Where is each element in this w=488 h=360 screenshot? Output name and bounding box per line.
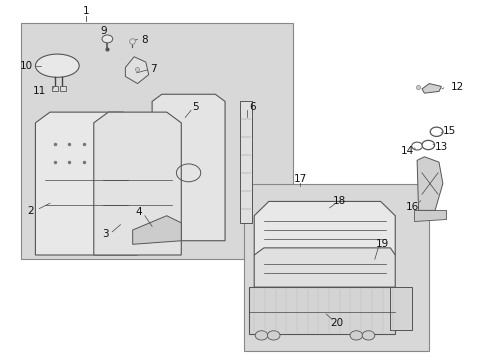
Text: 13: 13 — [434, 142, 447, 152]
Bar — [249, 287, 394, 334]
Text: 6: 6 — [249, 102, 256, 112]
Circle shape — [102, 35, 113, 43]
Polygon shape — [152, 94, 224, 241]
Polygon shape — [35, 112, 137, 255]
Text: 20: 20 — [330, 318, 343, 328]
Text: 4: 4 — [135, 207, 142, 217]
Text: 17: 17 — [293, 174, 306, 184]
Polygon shape — [125, 57, 148, 84]
Polygon shape — [416, 157, 442, 210]
Circle shape — [362, 331, 374, 340]
Text: 12: 12 — [449, 82, 463, 92]
Polygon shape — [254, 202, 394, 255]
Text: 14: 14 — [400, 147, 413, 157]
Polygon shape — [132, 216, 181, 244]
Text: 1: 1 — [83, 6, 90, 17]
Text: 11: 11 — [33, 86, 46, 96]
Polygon shape — [239, 102, 251, 223]
Polygon shape — [413, 210, 446, 221]
Bar — [244, 184, 428, 351]
Text: 5: 5 — [192, 102, 199, 112]
Text: 16: 16 — [405, 202, 418, 212]
Text: 8: 8 — [141, 35, 147, 45]
Text: 9: 9 — [100, 26, 106, 36]
Ellipse shape — [35, 54, 79, 77]
Bar — [21, 23, 292, 258]
Text: 19: 19 — [375, 239, 388, 249]
Polygon shape — [389, 287, 411, 330]
Polygon shape — [254, 248, 394, 287]
Text: 18: 18 — [332, 196, 345, 206]
Circle shape — [349, 331, 362, 340]
Bar — [52, 86, 58, 91]
Text: 7: 7 — [150, 64, 157, 73]
Circle shape — [255, 331, 267, 340]
Circle shape — [267, 331, 280, 340]
Polygon shape — [421, 84, 441, 93]
Text: 10: 10 — [20, 61, 33, 71]
Polygon shape — [94, 112, 181, 255]
Text: 3: 3 — [102, 229, 109, 239]
Text: 15: 15 — [442, 126, 455, 136]
Text: 2: 2 — [27, 206, 34, 216]
Bar — [60, 86, 66, 91]
